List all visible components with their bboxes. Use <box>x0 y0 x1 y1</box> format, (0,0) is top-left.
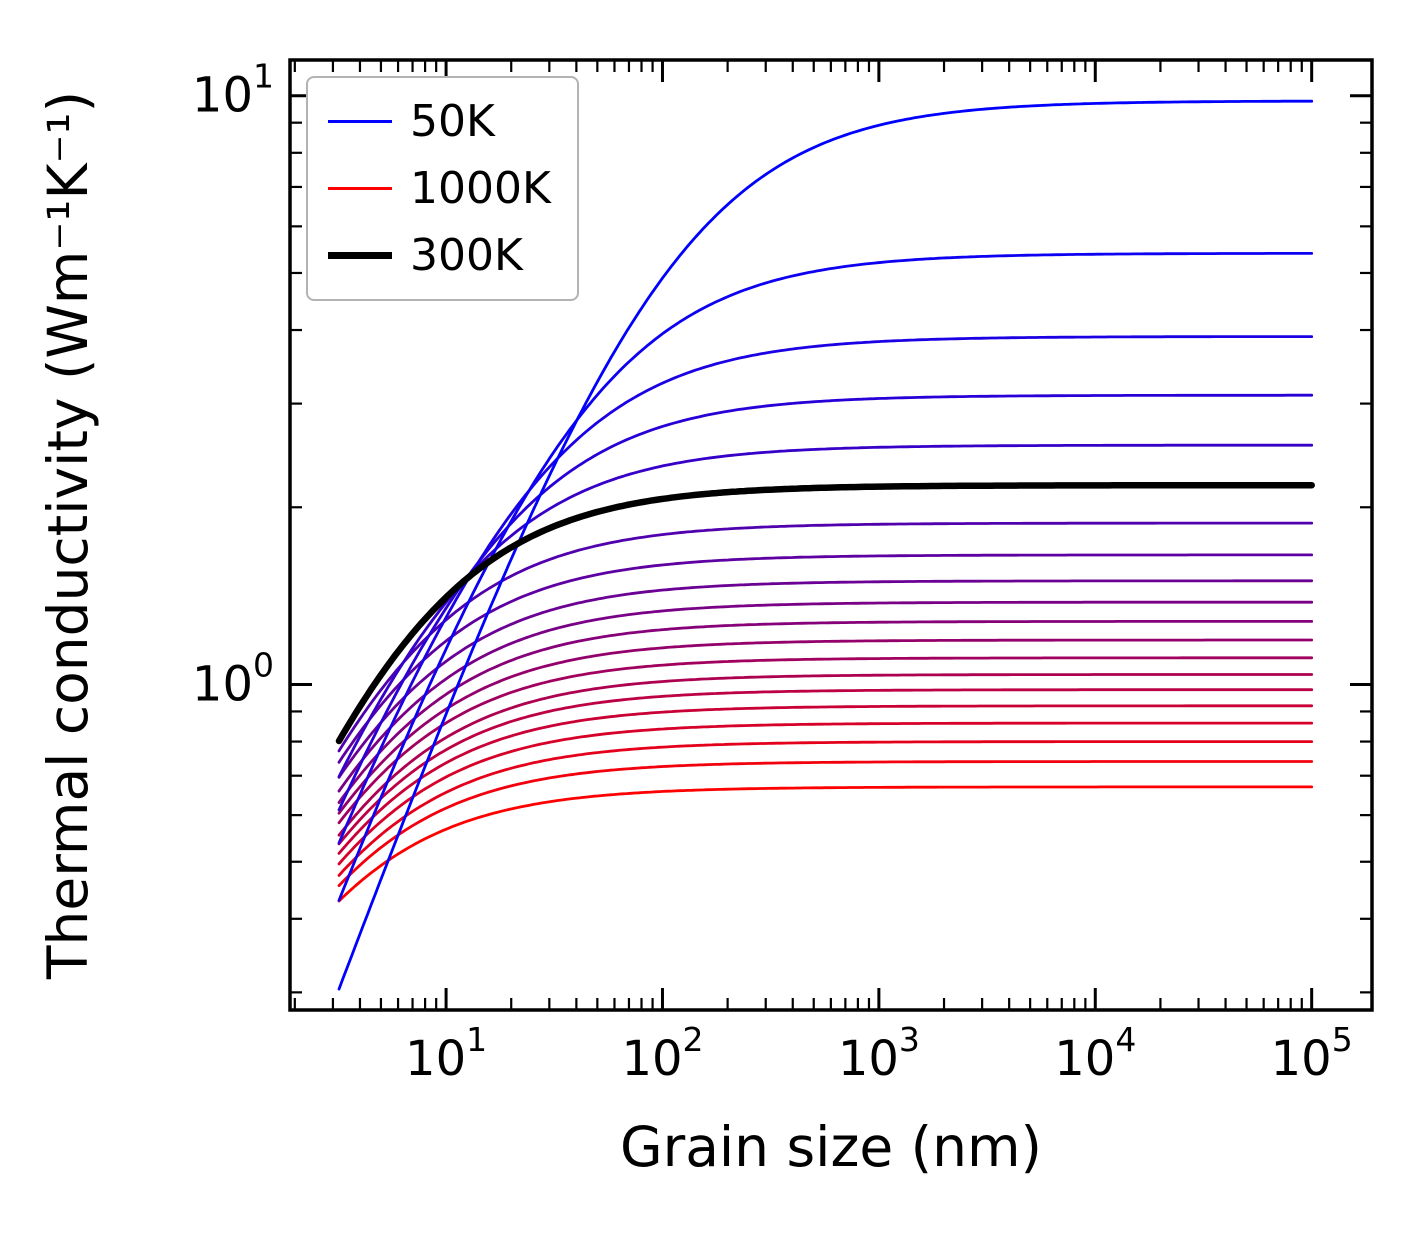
legend-item-50k: 50K <box>328 94 551 149</box>
curve-850K <box>337 721 1314 866</box>
tick-label-x-10e3: 103 <box>838 1020 920 1087</box>
curve-200K <box>337 393 1314 812</box>
tick-label-x-10e4: 104 <box>1054 1020 1136 1087</box>
curve-750K <box>337 688 1314 846</box>
curve-50K <box>337 99 1314 991</box>
tick-label-y-10e0: 100 <box>192 646 274 713</box>
curve-950K <box>337 760 1314 887</box>
legend-item-1000k: 1000K <box>328 161 551 216</box>
legend: 50K 1000K 300K <box>306 76 579 301</box>
curve-700K <box>337 673 1314 837</box>
curve-500K <box>337 600 1314 793</box>
curve-800K <box>337 704 1314 855</box>
curve-450K <box>337 579 1314 779</box>
curve-300K <box>335 481 1315 745</box>
legend-label-1000k: 1000K <box>410 163 551 214</box>
legend-line-1000k <box>328 187 392 190</box>
legend-line-50k <box>328 120 392 123</box>
legend-label-300k: 300K <box>410 230 523 281</box>
curve-550K <box>337 620 1314 804</box>
tick-label-x-10e1: 101 <box>405 1020 487 1087</box>
legend-line-300k <box>328 252 392 259</box>
curve-600K <box>337 638 1314 815</box>
legend-item-300k: 300K <box>328 228 551 283</box>
tick-label-x-10e2: 102 <box>621 1020 703 1087</box>
curve-250K <box>337 443 1314 778</box>
curve-150K <box>337 335 1314 845</box>
curve-1000K <box>337 785 1314 903</box>
y-axis-label: Thermal conductivity (Wm⁻¹K⁻¹) <box>36 90 100 980</box>
tick-label-y-10e1: 101 <box>192 57 274 124</box>
tick-label-x-10e5: 105 <box>1271 1020 1353 1087</box>
x-axis-label: Grain size (nm) <box>619 1115 1043 1179</box>
curve-900K <box>337 740 1314 877</box>
curve-400K <box>337 553 1314 764</box>
curve-100K <box>337 251 1314 902</box>
legend-label-50k: 50K <box>410 96 495 147</box>
curve-650K <box>337 656 1314 825</box>
